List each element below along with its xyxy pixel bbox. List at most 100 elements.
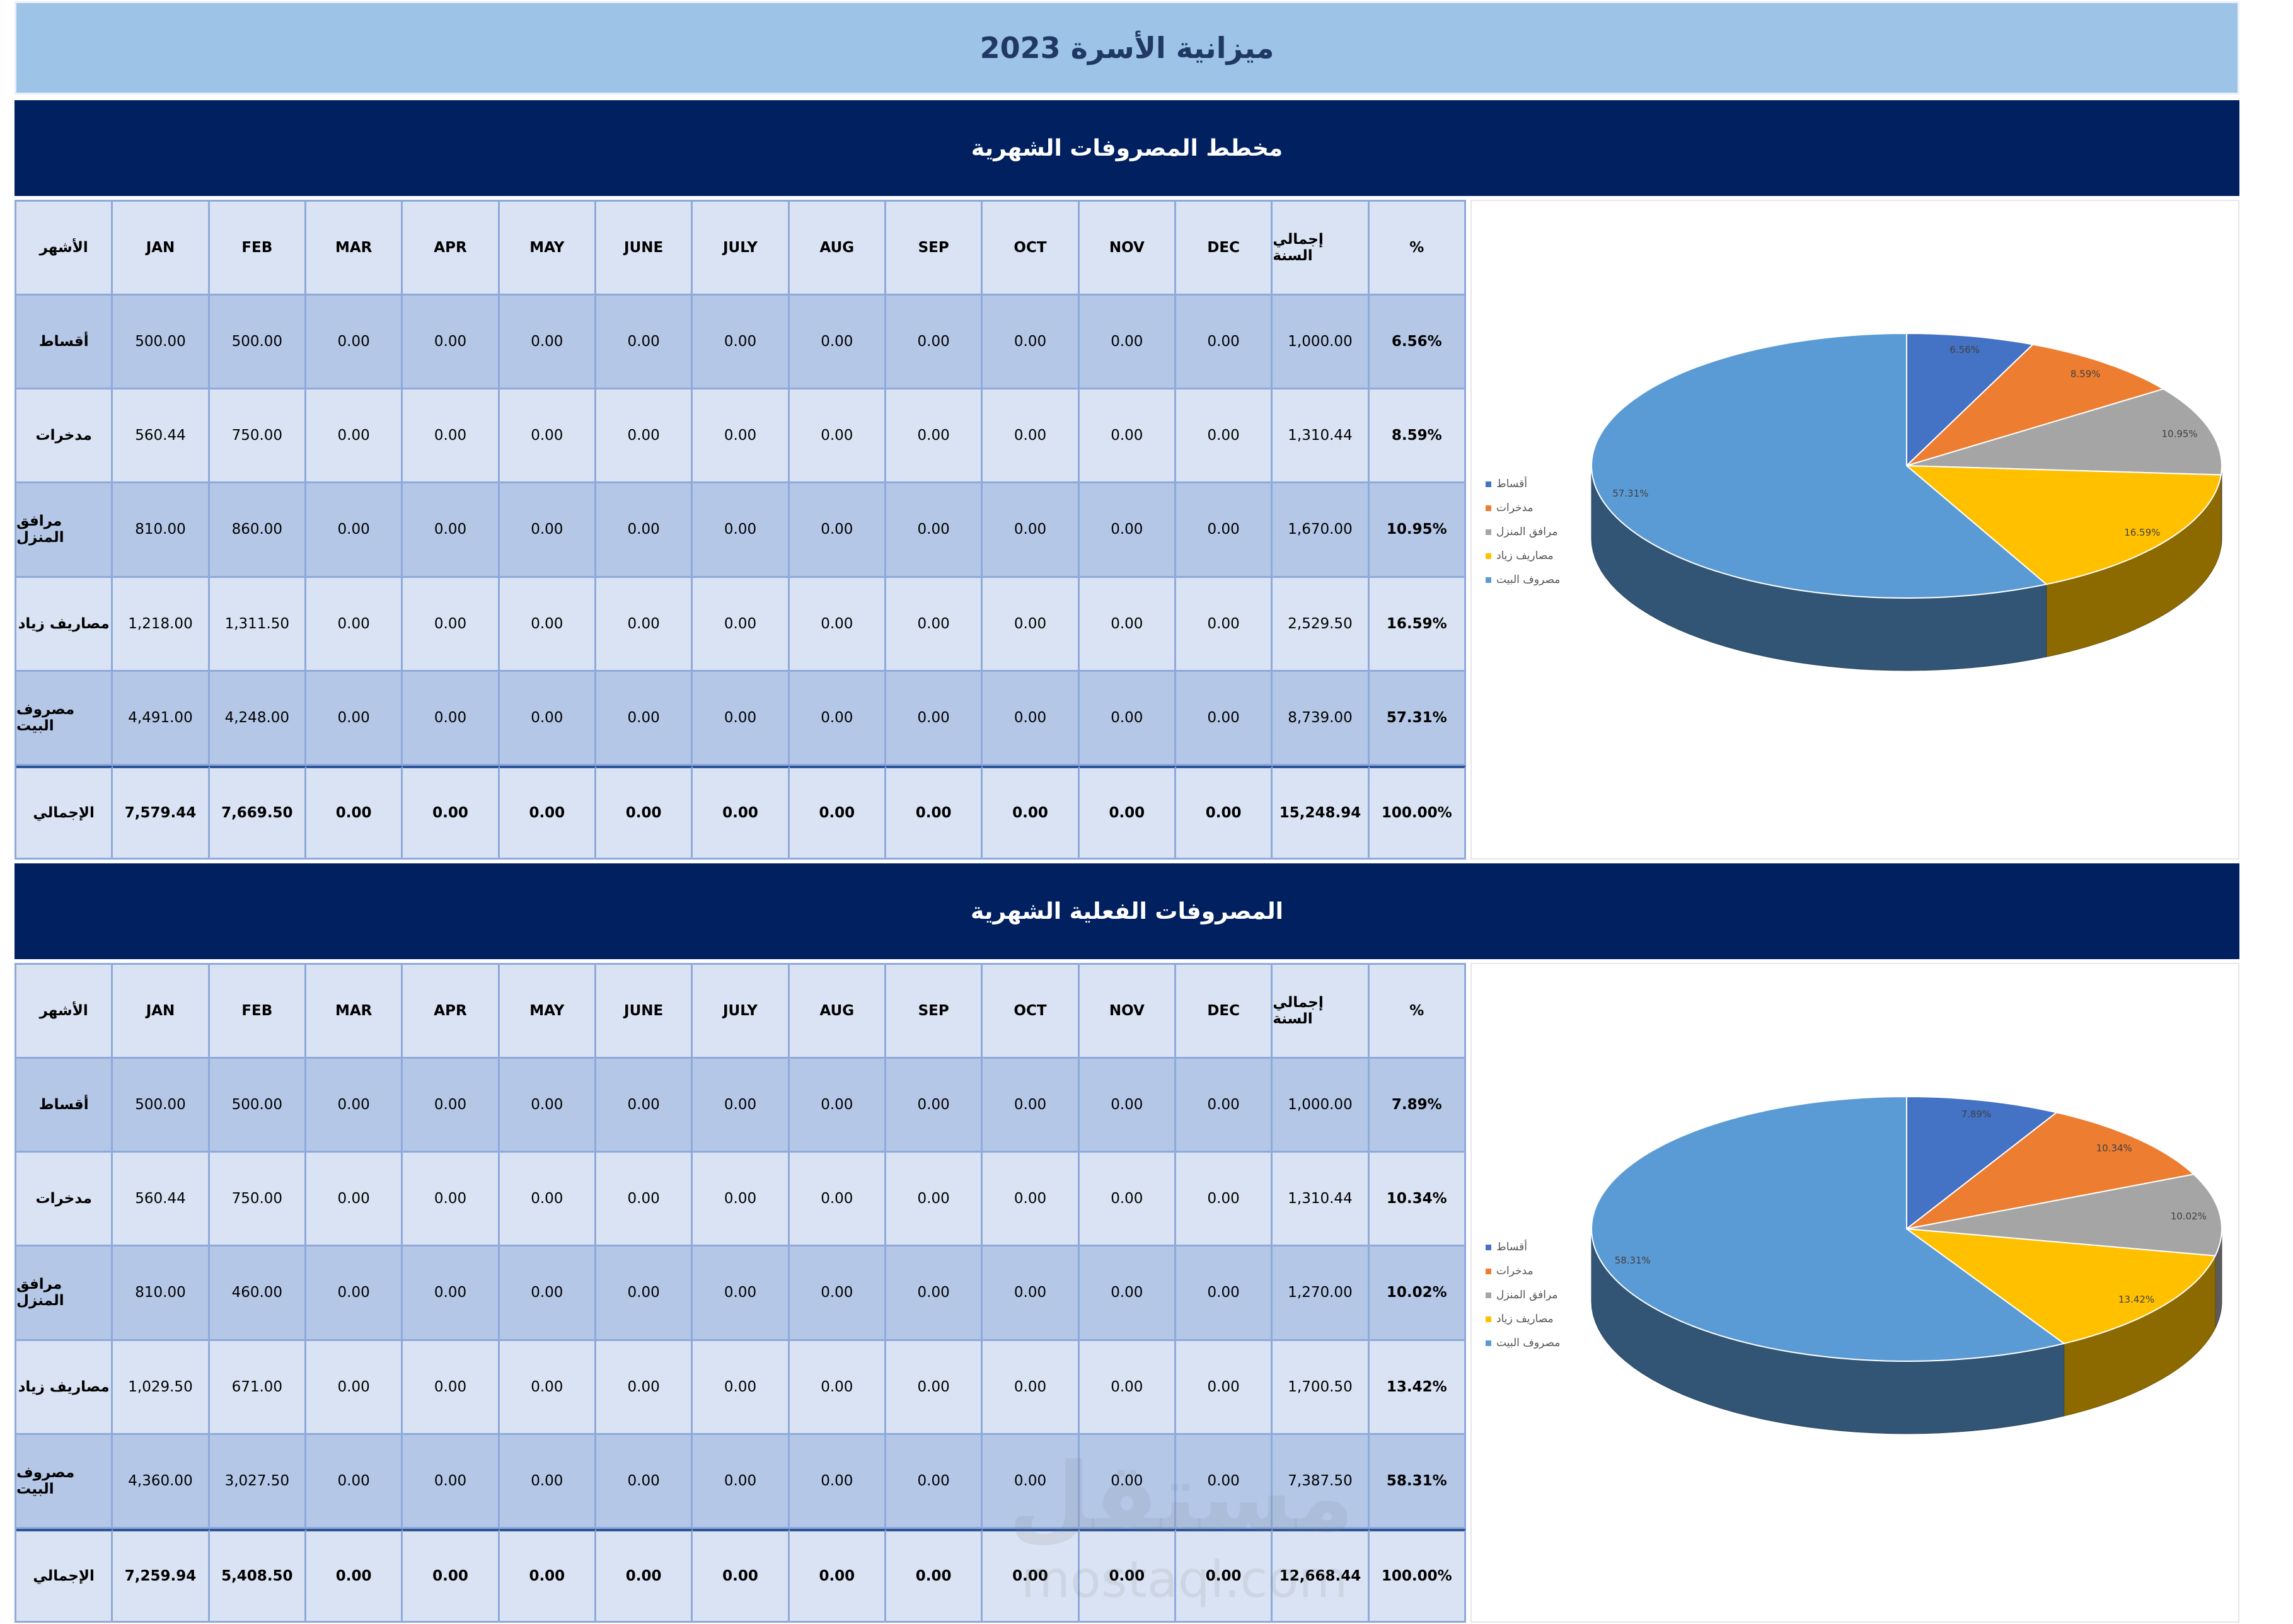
row-label: مصاريف زياد [16, 577, 113, 672]
legend-label: مدخرات [1496, 502, 1533, 514]
table-cell: 0.00 [499, 1247, 596, 1341]
legend-swatch [1486, 529, 1491, 535]
row-total: 1,270.00 [1273, 1247, 1370, 1341]
table-cell: 0.00 [1079, 1059, 1176, 1153]
row-total: 1,670.00 [1273, 483, 1370, 578]
page-title: ميزانية الأسرة 2023 [979, 31, 1274, 65]
column-header: الأشهر [16, 965, 113, 1059]
pie-svg: 6.56% 8.59% 10.95% 16.59% 57.31% [1590, 332, 2223, 671]
table-cell: 0.00 [886, 483, 983, 578]
legend-item: مصروف البيت [1486, 568, 1560, 592]
row-label: مدخرات [16, 1153, 113, 1247]
table-cell: 0.00 [789, 577, 886, 672]
totals-cell: 0.00 [403, 1528, 500, 1623]
column-header: الأشهر [16, 202, 113, 296]
legend-label: مرافق المنزل [1496, 1289, 1558, 1301]
table-cell: 0.00 [693, 671, 790, 766]
table-cell: 0.00 [693, 577, 790, 672]
pie-svg: 7.89% 10.34% 10.02% 13.42% 58.31% [1590, 1095, 2223, 1434]
row-percent: 7.89% [1369, 1059, 1466, 1153]
table-cell: 460.00 [209, 1247, 306, 1341]
table-cell: 0.00 [886, 296, 983, 390]
table-cell: 0.00 [693, 296, 790, 390]
legend-swatch [1486, 553, 1491, 559]
table-cell: 0.00 [693, 1434, 790, 1529]
row-label: مصروف البيت [16, 1434, 113, 1529]
row-total: 1,310.44 [1273, 1153, 1370, 1247]
table-cell: 0.00 [983, 1247, 1080, 1341]
section-header-planned: مخطط المصروفات الشهرية [14, 100, 2239, 196]
table-cell: 0.00 [1175, 1247, 1273, 1341]
table-cell: 0.00 [983, 296, 1080, 390]
table-cell: 0.00 [983, 1340, 1080, 1435]
table-cell: 810.00 [113, 483, 210, 578]
table-cell: 0.00 [403, 1153, 500, 1247]
pie-slice [1904, 1228, 2217, 1344]
column-header: AUG [789, 965, 886, 1059]
table-cell: 0.00 [1079, 483, 1176, 578]
table-cell: 0.00 [1175, 577, 1273, 672]
column-header: OCT [983, 202, 1080, 296]
table-cell: 0.00 [306, 483, 403, 578]
table-cell: 0.00 [596, 1434, 693, 1529]
table-cell: 500.00 [113, 1059, 210, 1153]
column-header: MAY [499, 965, 596, 1059]
table-cell: 0.00 [499, 671, 596, 766]
totals-cell: 0.00 [983, 1528, 1080, 1623]
totals-cell: 0.00 [693, 1528, 790, 1623]
table-cell: 560.44 [113, 1153, 210, 1247]
table-cell: 0.00 [306, 1247, 403, 1341]
table-cell: 0.00 [789, 1247, 886, 1341]
pie-slice [1906, 388, 2223, 476]
table-cell: 0.00 [886, 1340, 983, 1435]
table-cell: 0.00 [983, 483, 1080, 578]
table-cell: 0.00 [1079, 296, 1176, 390]
column-header: OCT [983, 965, 1080, 1059]
column-header: DEC [1175, 202, 1273, 296]
table-cell: 0.00 [693, 1247, 790, 1341]
table-cell: 0.00 [306, 389, 403, 484]
legend-label: مصروف البيت [1496, 573, 1561, 586]
table-cell: 0.00 [1175, 1340, 1273, 1435]
legend-label: مدخرات [1496, 1265, 1533, 1277]
pie-data-label: 57.31% [1612, 488, 1648, 499]
table-cell: 0.00 [886, 389, 983, 484]
totals-cell: 0.00 [693, 765, 790, 860]
row-percent: 13.42% [1369, 1340, 1466, 1435]
column-header: JUNE [596, 202, 693, 296]
legend-swatch [1486, 505, 1491, 511]
table-cell: 0.00 [886, 1434, 983, 1529]
legend-item: مرافق المنزل [1486, 520, 1560, 544]
table-cell: 560.44 [113, 389, 210, 484]
totals-label: الإجمالي [16, 765, 113, 860]
pie-data-label: 10.34% [2096, 1143, 2132, 1154]
legend-swatch [1486, 1292, 1491, 1298]
table-cell: 0.00 [693, 1340, 790, 1435]
row-label: أقساط [16, 1059, 113, 1153]
column-header: SEP [886, 202, 983, 296]
row-percent: 6.56% [1369, 296, 1466, 390]
pie-chart-planned: 6.56% 8.59% 10.95% 16.59% 57.31% أقساط مدخرات م… [1470, 200, 2239, 860]
table-cell: 0.00 [499, 1434, 596, 1529]
watermark-logo: مستقل [1008, 1443, 1354, 1553]
legend-label: مرافق المنزل [1496, 526, 1558, 538]
column-header: JAN [113, 965, 210, 1059]
legend-label: مصاريف زياد [1496, 550, 1554, 562]
table-cell: 0.00 [693, 1153, 790, 1247]
table-cell: 500.00 [113, 296, 210, 390]
legend-item: مصروف البيت [1486, 1331, 1560, 1355]
pie-slice [1906, 343, 2165, 466]
table-cell: 0.00 [499, 577, 596, 672]
table-cell: 0.00 [596, 1247, 693, 1341]
pie-slice [1905, 464, 2222, 585]
table-cell: 0.00 [1079, 1434, 1176, 1529]
totals-label: الإجمالي [16, 1528, 113, 1623]
totals-cell: 0.00 [596, 1528, 693, 1623]
column-header: JULY [693, 202, 790, 296]
totals-cell: 0.00 [596, 765, 693, 860]
table-cell: 0.00 [1079, 577, 1176, 672]
column-header: إجمالي السنة [1273, 965, 1370, 1059]
table-cell: 0.00 [1175, 483, 1273, 578]
table-cell: 0.00 [886, 1153, 983, 1247]
table-cell: 0.00 [789, 1153, 886, 1247]
